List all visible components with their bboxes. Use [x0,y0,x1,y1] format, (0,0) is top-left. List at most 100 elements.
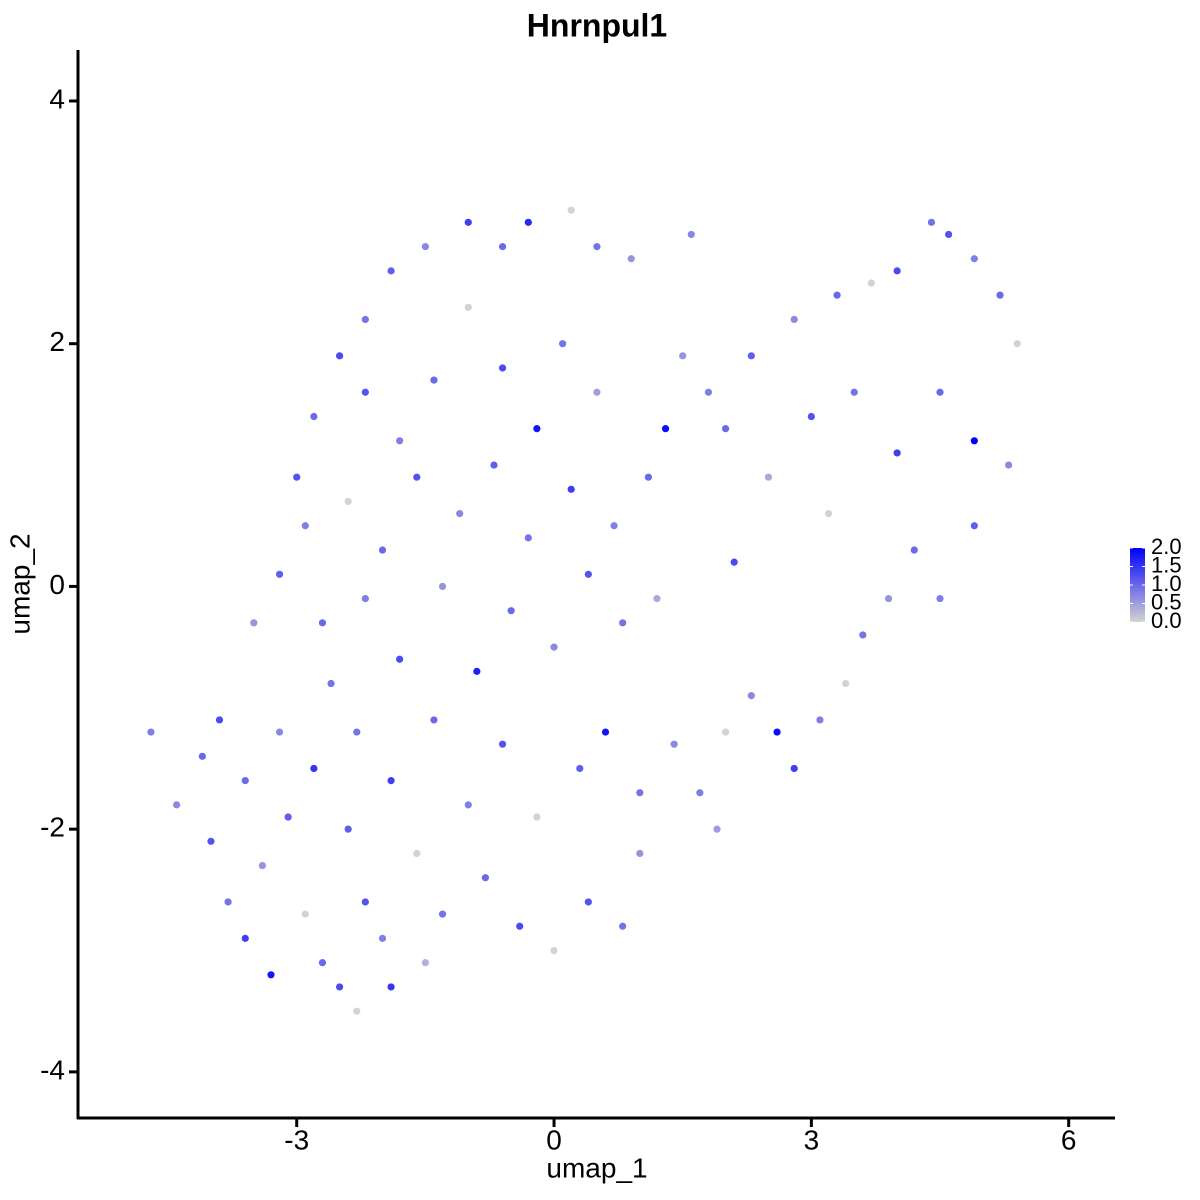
point [267,971,275,979]
y-axis-label: umap_2 [4,533,35,634]
point [275,570,284,578]
point [430,716,438,724]
point [207,837,215,845]
chart-title: Hnrnpul1 [527,7,667,43]
point [198,752,206,760]
point [250,619,258,627]
point [507,607,515,615]
point [996,291,1004,299]
point [704,388,713,396]
point [559,340,567,348]
point [284,813,292,821]
point [430,376,438,384]
x-tick-label: 6 [1061,1124,1077,1155]
point [387,267,395,275]
point [473,667,481,675]
point [378,546,387,554]
point [893,267,901,275]
point [687,230,695,239]
point [661,425,670,433]
x-tick-label: 0 [546,1124,562,1155]
point [344,825,352,833]
colorbar-label: 1.5 [1151,552,1182,577]
point [310,764,318,773]
point [147,728,155,736]
point [498,364,507,372]
point [464,801,472,809]
point [747,352,755,360]
point [396,655,404,663]
colorbar-label: 2.0 [1151,534,1182,559]
point [1005,461,1013,469]
point [353,1007,361,1015]
y-tick-label: 4 [49,83,65,114]
point [1013,340,1021,348]
point [584,898,592,906]
point [327,679,335,688]
point [670,740,678,748]
point [790,315,798,324]
point [387,777,395,785]
point [533,425,541,433]
point [747,692,755,700]
y-tick-label: -2 [40,812,65,843]
point [361,388,369,396]
point [396,437,404,445]
point [318,959,327,967]
point [361,315,369,324]
point [601,728,610,736]
point [516,922,524,930]
point [636,789,644,797]
point [567,206,575,214]
point [610,522,618,530]
point [173,801,181,809]
point [438,582,447,591]
point [550,946,558,955]
point [310,412,318,421]
point [910,546,918,554]
colorbar-label: 0.0 [1151,608,1182,633]
point [481,874,490,882]
point [764,473,773,481]
point [884,594,893,603]
point [456,510,464,518]
point [421,243,429,251]
point [464,218,472,226]
point [464,303,472,311]
point [790,764,798,773]
point [490,461,498,469]
colorbar [1130,548,1145,622]
point [361,898,369,906]
point [944,230,953,239]
y-tick-label: 2 [49,326,65,357]
point [627,255,635,263]
point [361,594,369,603]
point [679,352,687,360]
point [241,934,249,942]
point [258,861,267,870]
point [807,412,815,421]
point [498,243,507,251]
point [773,728,781,736]
point [859,631,867,639]
point [636,849,644,858]
point [421,959,429,967]
point [353,728,361,736]
x-axis-label: umap_1 [546,1152,647,1183]
x-tick-label: 3 [804,1124,820,1155]
point [301,522,309,530]
point [644,473,652,481]
colorbar-label: 1.0 [1151,571,1182,596]
point [713,825,721,833]
point [893,449,901,457]
point [721,425,730,433]
point [936,388,944,396]
point [550,643,558,651]
y-tick-label: -4 [40,1054,65,1085]
point [293,473,301,481]
point [619,922,627,930]
point [721,728,730,736]
point [593,388,601,396]
point [833,291,841,299]
